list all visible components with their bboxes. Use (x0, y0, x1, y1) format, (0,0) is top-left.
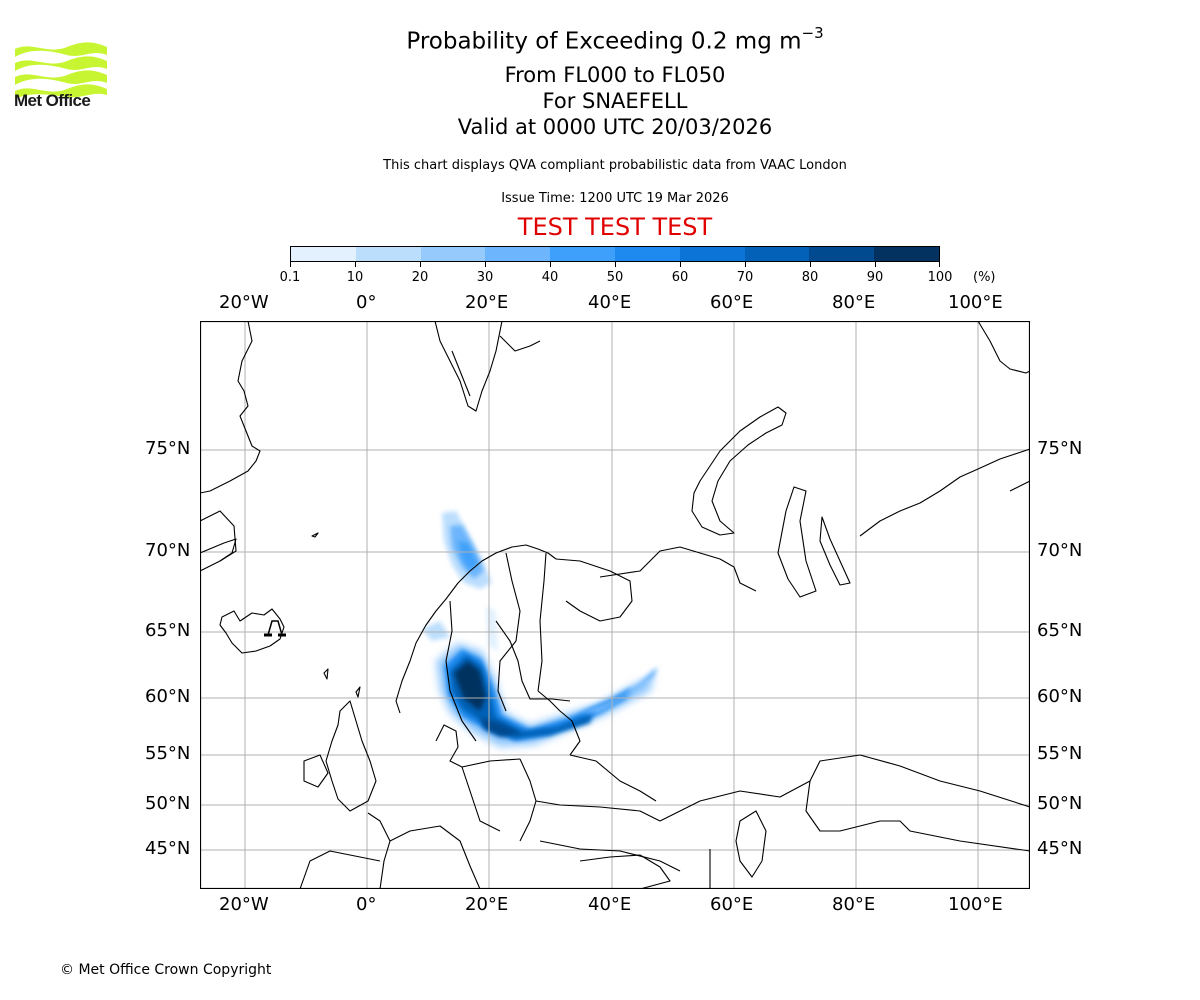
lat-label-left: 55°N (145, 743, 191, 764)
lat-label-right: 65°N (1037, 620, 1083, 641)
colorbar-tick-label: 50 (606, 270, 624, 285)
valid-time: Valid at 0000 UTC 20/03/2026 (457, 115, 773, 139)
chart-title: Probability of Exceeding 0.2 mg m−3 (406, 24, 824, 55)
colorbar (290, 246, 940, 262)
flight-level-range: From FL000 to FL050 (504, 63, 726, 87)
colorbar-segment-8 (809, 247, 875, 261)
met-office-logo-icon (15, 42, 107, 99)
test-banner: TEST TEST TEST (517, 213, 713, 241)
lon-label-top: 60°E (710, 292, 754, 313)
lat-label-left: 60°N (145, 686, 191, 707)
lon-label-top: 40°E (588, 292, 632, 313)
lat-label-right: 45°N (1037, 838, 1083, 859)
issue-time: Issue Time: 1200 UTC 19 Mar 2026 (501, 191, 729, 206)
colorbar-unit: (%) (973, 270, 996, 285)
lat-label-right: 70°N (1037, 540, 1083, 561)
colorbar-segment-7 (744, 247, 810, 261)
colorbar-tick-label: 70 (736, 270, 754, 285)
colorbar-tick-label: 0.1 (279, 270, 301, 285)
lon-label-top: 20°E (465, 292, 509, 313)
volcano-name: For SNAEFELL (542, 89, 688, 113)
map-panel[interactable] (200, 321, 1030, 889)
lat-label-right: 60°N (1037, 686, 1083, 707)
colorbar-segment-4 (550, 247, 615, 261)
colorbar-ticks (290, 262, 940, 268)
colorbar-segment-1 (355, 247, 421, 261)
lon-label-bottom: 100°E (948, 894, 1003, 915)
lon-label-top: 0° (356, 292, 377, 313)
colorbar-segment-6 (679, 247, 745, 261)
map-frame (200, 321, 1030, 889)
chart-description: This chart displays QVA compliant probab… (383, 158, 847, 173)
lat-label-left: 65°N (145, 620, 191, 641)
colorbar-tick-label: 40 (541, 270, 559, 285)
colorbar-tick-label: 20 (411, 270, 429, 285)
colorbar-segment-5 (614, 247, 680, 261)
colorbar-segment-2 (420, 247, 486, 261)
colorbar-tick-label: 60 (671, 270, 689, 285)
copyright-footer: © Met Office Crown Copyright (60, 962, 272, 978)
volcano-marker-icon (264, 620, 286, 637)
lon-label-top: 100°E (948, 292, 1003, 313)
lat-label-right: 75°N (1037, 438, 1083, 459)
colorbar-segment-0 (291, 247, 356, 261)
lon-label-bottom: 20°E (465, 894, 509, 915)
colorbar-tick-label: 10 (346, 270, 364, 285)
lat-label-left: 50°N (145, 793, 191, 814)
lon-label-top: 20°W (219, 292, 269, 313)
lat-label-right: 50°N (1037, 793, 1083, 814)
met-office-logo-text: Met Office (14, 91, 91, 110)
lon-label-bottom: 40°E (588, 894, 632, 915)
colorbar-tick-label: 30 (476, 270, 494, 285)
lon-label-bottom: 60°E (710, 894, 754, 915)
lon-label-top: 80°E (832, 292, 876, 313)
lat-label-left: 75°N (145, 438, 191, 459)
lat-label-left: 70°N (145, 540, 191, 561)
colorbar-tick-label: 80 (801, 270, 819, 285)
coastlines (200, 321, 1030, 889)
colorbar-tick-label: 90 (866, 270, 884, 285)
colorbar-tick-label: 100 (927, 270, 953, 285)
lon-label-bottom: 20°W (219, 894, 269, 915)
lon-label-bottom: 80°E (832, 894, 876, 915)
lon-label-bottom: 0° (356, 894, 377, 915)
ash-probability-plume (422, 511, 658, 747)
colorbar-segment-9 (874, 247, 939, 261)
lat-label-right: 55°N (1037, 743, 1083, 764)
graticule (200, 321, 1030, 889)
colorbar-segment-3 (485, 247, 551, 261)
lat-label-left: 45°N (145, 838, 191, 859)
